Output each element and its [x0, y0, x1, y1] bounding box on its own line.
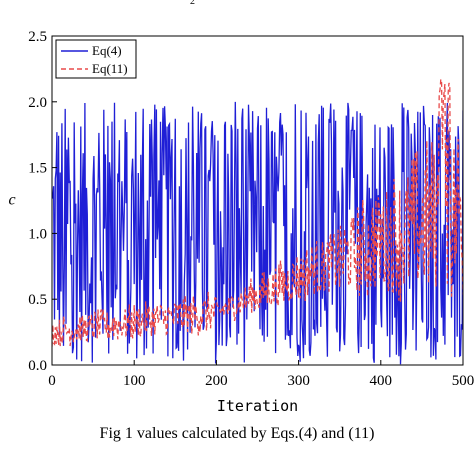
series-line-eq4: [52, 101, 463, 365]
y-tick-label: 1.5: [28, 161, 47, 177]
legend-label-eq11: Eq(11): [92, 61, 128, 76]
y-tick-label: 1.0: [28, 226, 47, 242]
y-tick-label: 2.5: [28, 29, 47, 45]
x-tick-label: 300: [287, 373, 310, 389]
line-chart: 0 100 200 300 400 500 0.0 0.5 1.0 1.5 2.0 2.5 c Ite…: [8, 29, 474, 415]
y-tick-label: 2.0: [28, 95, 47, 111]
x-tick-label: 400: [370, 373, 393, 389]
x-axis-label: Iteration: [217, 397, 298, 415]
figure-caption: Fig 1 values calculated by Eqs.(4) and (…: [99, 425, 375, 442]
top-mark: 2: [190, 0, 195, 7]
series-line-eq11: [52, 79, 463, 347]
legend-label-eq4: Eq(4): [92, 43, 122, 58]
plot-frame: [51, 35, 464, 366]
y-tick-label: 0.5: [28, 292, 47, 308]
x-tick-label: 100: [123, 373, 146, 389]
x-tick-label: 200: [205, 373, 228, 389]
y-tick-label: 0.0: [28, 358, 47, 374]
x-tick-label: 0: [48, 373, 56, 389]
x-tick-label: 500: [452, 373, 474, 389]
legend: Eq(4) Eq(11): [55, 39, 137, 79]
y-axis-label: c: [8, 192, 15, 209]
legend-box: [55, 39, 137, 79]
